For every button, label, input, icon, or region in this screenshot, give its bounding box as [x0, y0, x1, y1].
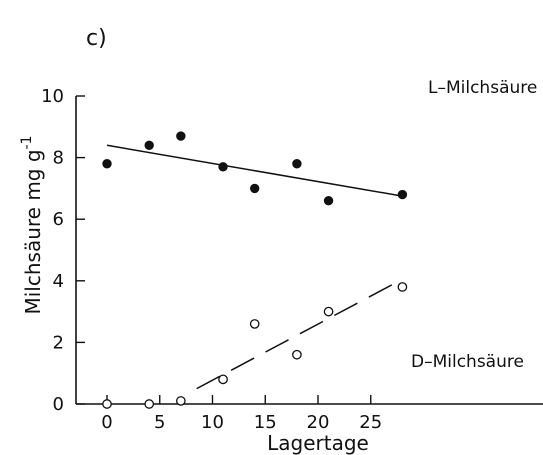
y-tick-label: 4	[53, 271, 64, 292]
d-milchsaeure-point	[249, 319, 260, 329]
x-tick-label: 0	[101, 412, 112, 433]
l-milchsaeure-fit-line	[106, 144, 403, 197]
d-milchsaeure-fit-line	[196, 278, 403, 390]
x-tick-label: 15	[254, 412, 277, 433]
data-points	[102, 131, 408, 409]
d-milchsaeure-point	[176, 396, 186, 406]
y-tick-label: 10	[41, 86, 64, 107]
l-milchsaeure-point	[292, 159, 302, 169]
l-milchsaeure-point	[250, 183, 260, 194]
y-tick-label: 8	[53, 148, 64, 169]
d-milchsaeure-point	[292, 349, 302, 360]
y-axis-label-superscript: -1	[19, 135, 35, 149]
x-tick-label: 20	[307, 412, 330, 433]
y-axis-label: Milchsäure mg g-1	[19, 135, 45, 314]
d-milchsaeure-point	[397, 282, 408, 292]
l-milchsaeure-point	[102, 159, 112, 169]
y-tick-label: 2	[53, 332, 64, 353]
panel-label: c)	[86, 26, 107, 51]
fit-lines	[106, 144, 403, 390]
series-label-d: D–Milchsäure	[411, 352, 524, 372]
x-tick-label: 5	[154, 412, 165, 433]
l-milchsaeure-point	[144, 140, 154, 150]
l-milchsaeure-point	[323, 196, 334, 206]
x-tick-label: 10	[201, 412, 224, 433]
y-axis-label-text: Milchsäure mg g	[21, 149, 45, 314]
l-milchsaeure-point	[218, 162, 228, 172]
y-tick-label: 6	[53, 209, 64, 230]
series-label-l: L–Milchsäure	[428, 78, 537, 98]
x-axis-label: Lagertage	[267, 431, 369, 455]
axes: 0 2 4 6 8 10 0 5 10 15 20 25	[41, 86, 543, 433]
d-milchsaeure-point	[218, 374, 228, 385]
l-milchsaeure-point	[397, 189, 408, 200]
l-milchsaeure-point	[176, 131, 186, 141]
d-milchsaeure-point	[144, 399, 155, 409]
d-milchsaeure-point	[323, 306, 334, 317]
d-milchsaeure-point	[102, 399, 112, 409]
y-tick-label: 0	[53, 394, 64, 415]
x-tick-label: 25	[359, 412, 382, 433]
